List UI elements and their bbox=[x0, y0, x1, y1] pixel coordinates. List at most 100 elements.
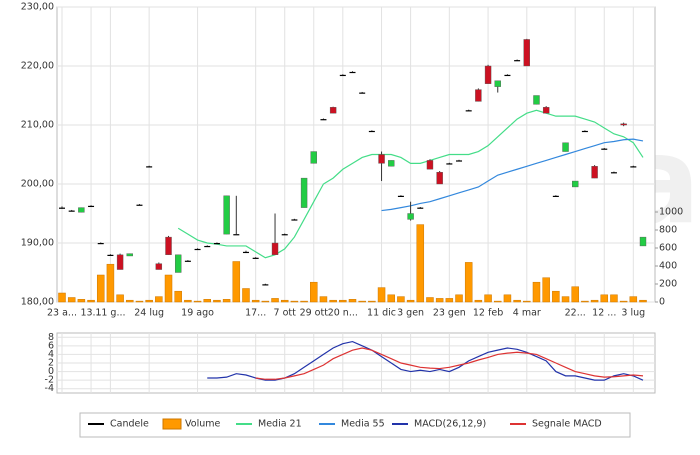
volume-bar bbox=[435, 298, 444, 303]
volume-bar bbox=[213, 299, 221, 303]
x-tick-label: 11 dic bbox=[367, 308, 396, 319]
y-tick-label: 6 bbox=[48, 340, 54, 351]
candle-body bbox=[639, 236, 647, 247]
volume-bar bbox=[455, 294, 463, 303]
macd-line bbox=[255, 347, 644, 380]
candle-body bbox=[252, 257, 259, 259]
volume-bar bbox=[290, 300, 299, 303]
candle-body bbox=[349, 71, 356, 74]
moving-average-line bbox=[381, 138, 644, 212]
volume-bar bbox=[542, 277, 550, 303]
x-tick-label: 17... bbox=[245, 308, 266, 319]
volume-bar bbox=[503, 294, 512, 303]
volume-bar bbox=[552, 290, 560, 303]
y-tick-label: 2 bbox=[48, 358, 54, 369]
volume-bar bbox=[339, 299, 347, 303]
x-tick-label: 11 g... bbox=[95, 308, 125, 319]
x-tick-label: 13... bbox=[80, 308, 101, 319]
y-tick-label: 0 bbox=[48, 366, 54, 377]
y-tick-label: 200,00 bbox=[21, 179, 54, 190]
y2-tick-label: 400 bbox=[659, 261, 677, 272]
volume-bar bbox=[474, 299, 483, 303]
candle-body bbox=[242, 251, 249, 254]
volume-bar bbox=[387, 294, 395, 303]
candle-body bbox=[271, 242, 279, 256]
volume-bar bbox=[368, 300, 376, 303]
candle-body bbox=[504, 74, 511, 77]
candle-body bbox=[339, 74, 346, 77]
volume-bar bbox=[523, 300, 531, 303]
volume-bar bbox=[135, 300, 144, 303]
volume-bar bbox=[77, 299, 86, 303]
x-tick-label: 12 feb bbox=[473, 308, 503, 319]
candle-body bbox=[572, 180, 579, 188]
volume-bar bbox=[87, 299, 95, 303]
volume-bar bbox=[619, 300, 628, 303]
volume-bar bbox=[358, 300, 366, 303]
x-tick-label: 12 ... bbox=[592, 308, 616, 319]
y2-tick-label: 800 bbox=[659, 225, 677, 236]
volume-bar bbox=[251, 299, 260, 303]
candle-body bbox=[446, 163, 453, 165]
candle-body bbox=[174, 254, 182, 273]
volume-bar bbox=[329, 299, 337, 303]
volume-bar bbox=[639, 299, 647, 303]
candle-body bbox=[601, 148, 608, 150]
x-tick-label: 3 gen bbox=[397, 308, 424, 319]
volume-bar bbox=[406, 299, 415, 303]
candle-body bbox=[417, 207, 424, 209]
volume-bar bbox=[513, 299, 521, 303]
volume-bar bbox=[67, 297, 76, 303]
y-tick-label: 190,00 bbox=[21, 238, 54, 249]
volume-bar bbox=[464, 262, 473, 303]
volume-bar bbox=[232, 261, 241, 303]
candle-body bbox=[88, 205, 95, 208]
volume-bar bbox=[164, 274, 173, 303]
legend-label: Media 21 bbox=[258, 419, 302, 430]
candle-body bbox=[368, 130, 375, 133]
candle-body bbox=[620, 123, 627, 126]
volume-bar bbox=[155, 296, 163, 303]
candle-body bbox=[78, 207, 85, 213]
candle-body bbox=[116, 254, 124, 270]
candle-body bbox=[484, 65, 492, 84]
volume-bar bbox=[222, 299, 231, 303]
candle-body bbox=[59, 207, 65, 209]
volume-bar bbox=[106, 263, 115, 303]
candle-body bbox=[310, 151, 317, 164]
volume-bar bbox=[145, 299, 153, 303]
volume-bar bbox=[126, 299, 134, 303]
candle-body bbox=[581, 130, 588, 133]
x-tick-label: 23 a... bbox=[47, 308, 77, 319]
x-tick-label: 19 ago bbox=[181, 308, 214, 319]
candle-body bbox=[610, 172, 617, 174]
volume-bar bbox=[300, 300, 308, 303]
y-tick-label: 210,00 bbox=[21, 120, 54, 131]
legend-label: Volume bbox=[185, 419, 220, 430]
volume-bar bbox=[203, 299, 211, 303]
candle-body bbox=[542, 107, 550, 114]
candle-body bbox=[426, 160, 434, 170]
candle-body bbox=[329, 107, 337, 114]
candle-body bbox=[397, 195, 404, 197]
candle-body bbox=[155, 263, 163, 270]
y2-tick-label: 0 bbox=[659, 297, 665, 308]
x-tick-label: 24 lug bbox=[134, 308, 164, 319]
volume-bar bbox=[377, 287, 386, 303]
legend-swatch bbox=[162, 418, 182, 430]
candle-body bbox=[262, 284, 269, 286]
candle-body bbox=[194, 248, 201, 251]
candle-body bbox=[436, 171, 443, 185]
candle-body bbox=[552, 195, 559, 197]
candle-body bbox=[136, 204, 143, 206]
x-tick-label: 3 lug bbox=[621, 308, 645, 319]
legend-label: Segnale MACD bbox=[532, 419, 602, 430]
legend-label: Media 55 bbox=[341, 419, 385, 430]
volume-bar bbox=[242, 288, 250, 303]
volume-bar bbox=[629, 296, 638, 303]
candle-body bbox=[523, 39, 530, 67]
candle-body bbox=[320, 119, 327, 121]
volume-bar bbox=[590, 299, 599, 303]
volume-bar bbox=[174, 290, 182, 303]
candle-body bbox=[562, 142, 569, 152]
